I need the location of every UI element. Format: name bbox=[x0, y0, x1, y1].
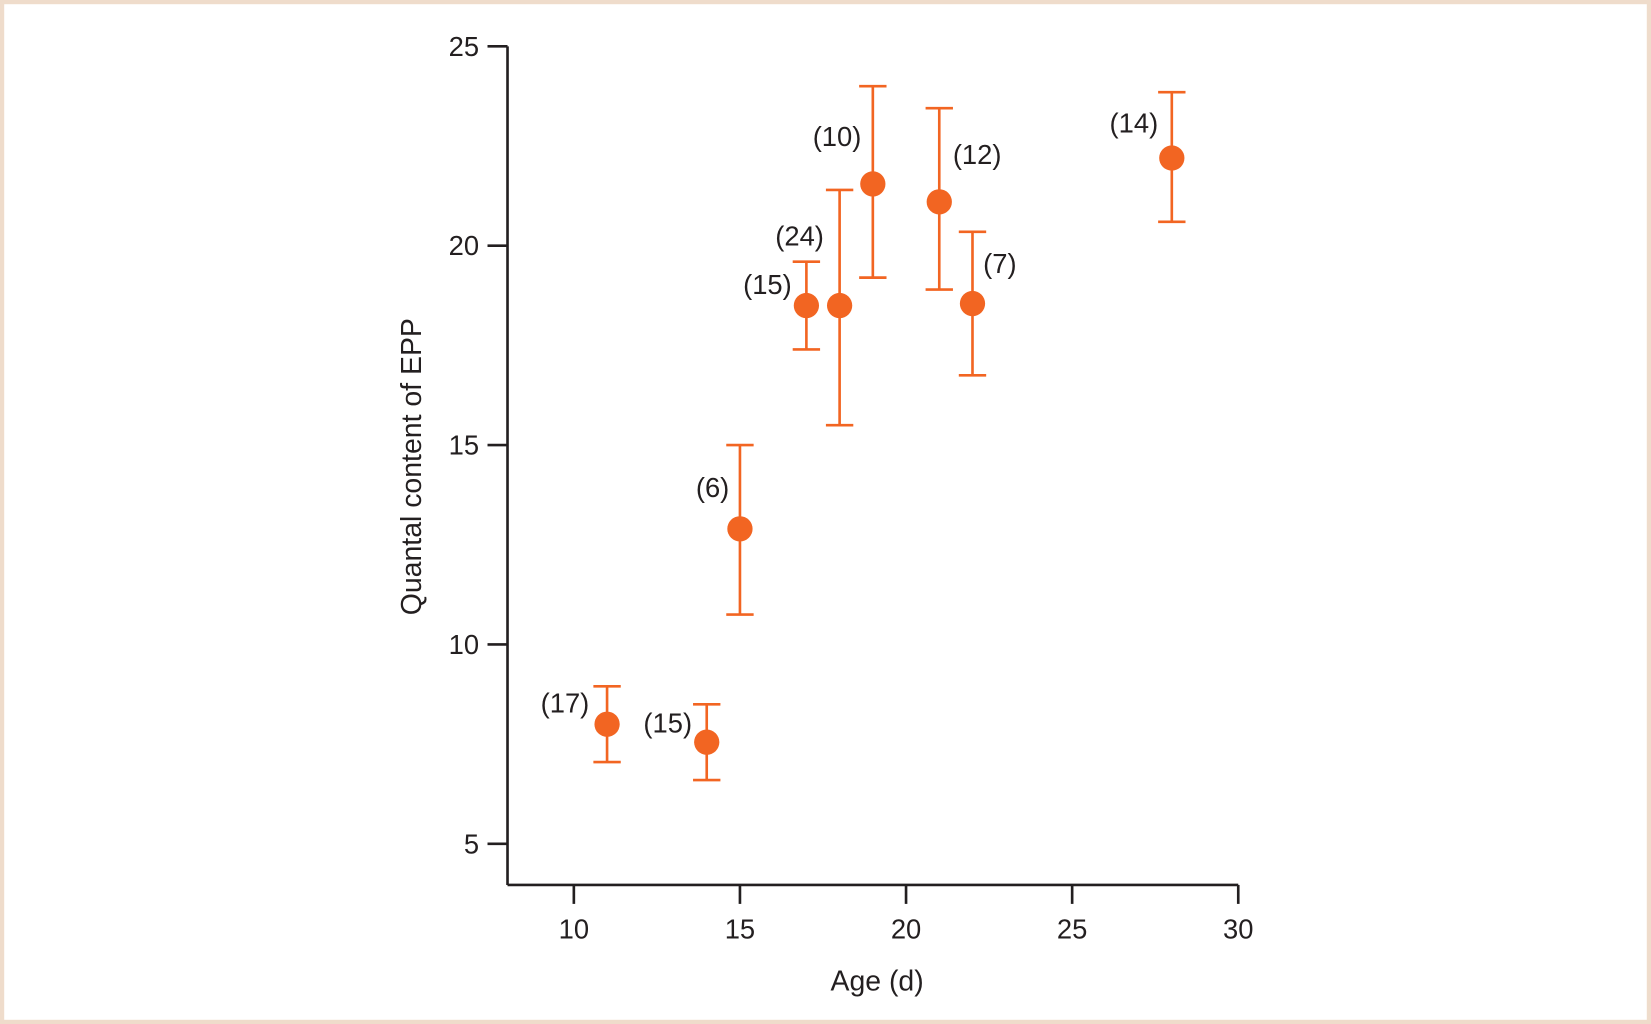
data-point bbox=[926, 189, 952, 215]
x-axis-label: Age (d) bbox=[830, 965, 923, 997]
y-tick-label: 5 bbox=[464, 828, 479, 859]
x-tick-label: 30 bbox=[1223, 914, 1253, 945]
data-point-group: (24) bbox=[775, 188, 854, 427]
data-point bbox=[959, 290, 986, 317]
data-label: (14) bbox=[1110, 108, 1159, 139]
x-tick-label: 10 bbox=[559, 914, 589, 945]
x-tick-label: 20 bbox=[891, 914, 921, 945]
data-label: (7) bbox=[983, 248, 1016, 279]
data-marks: (17) (15) (6) (15) (24) (10) (12) (7) (14) bbox=[541, 84, 1186, 782]
y-tick-label: 20 bbox=[449, 230, 479, 261]
data-point-group: (6) bbox=[696, 443, 754, 616]
data-point-group: (14) bbox=[1110, 90, 1186, 224]
data-label: (24) bbox=[775, 220, 824, 251]
y-tick-label: 10 bbox=[449, 629, 479, 660]
data-label: (6) bbox=[696, 472, 729, 503]
data-point bbox=[826, 292, 853, 319]
y-tick-label: 25 bbox=[449, 31, 479, 62]
x-tick-label: 15 bbox=[725, 914, 755, 945]
data-point-group: (10) bbox=[813, 84, 887, 279]
data-label: (10) bbox=[813, 121, 862, 152]
data-point bbox=[1159, 145, 1185, 171]
axes: 5 10 15 20 25 10 15 20 25 30 bbox=[449, 31, 1254, 945]
data-label: (15) bbox=[643, 708, 692, 739]
data-point-group: (7) bbox=[958, 230, 1017, 377]
data-point bbox=[594, 711, 620, 737]
data-point bbox=[793, 292, 820, 319]
data-point bbox=[860, 171, 886, 197]
data-label: (17) bbox=[541, 688, 590, 719]
data-label: (15) bbox=[743, 269, 792, 300]
data-point-group: (17) bbox=[541, 685, 621, 764]
data-point-group: (15) bbox=[643, 702, 721, 782]
data-point bbox=[694, 729, 720, 755]
x-tick-label: 25 bbox=[1057, 914, 1087, 945]
data-point bbox=[727, 516, 753, 542]
data-label: (12) bbox=[953, 139, 1002, 170]
data-point-group: (12) bbox=[925, 106, 1002, 291]
y-axis-label: Quantal content of EPP bbox=[396, 318, 428, 615]
data-point-group: (15) bbox=[743, 260, 821, 351]
y-tick-label: 15 bbox=[449, 430, 479, 461]
